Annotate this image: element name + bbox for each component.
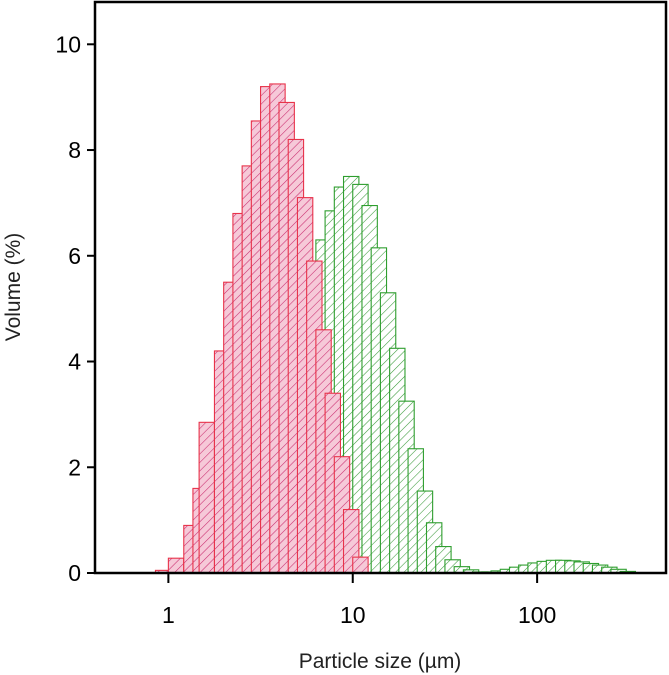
- x-tick-label: 10: [340, 602, 366, 628]
- y-tick-label: 10: [55, 31, 81, 57]
- x-tick-label: 100: [518, 602, 556, 628]
- plot-frame: [93, 0, 668, 575]
- bars-layer: [154, 83, 637, 574]
- y-axis-title: Volume (%): [2, 233, 25, 342]
- histogram-bar: [352, 556, 369, 574]
- x-tick-label: 1: [162, 602, 175, 628]
- y-tick-label: 2: [68, 454, 81, 480]
- x-axis-title: Particle size (µm): [299, 650, 462, 673]
- axes-layer: 0 2 4 6 8 10 1 10 100: [55, 31, 556, 628]
- y-tick-label: 4: [68, 349, 81, 375]
- series-1-bars: [154, 83, 369, 574]
- y-tick-label: 0: [68, 560, 81, 586]
- y-tick-label: 6: [68, 243, 81, 269]
- histogram-bar: [198, 421, 216, 574]
- histogram-bar: [167, 557, 185, 574]
- y-tick-label: 8: [68, 137, 81, 163]
